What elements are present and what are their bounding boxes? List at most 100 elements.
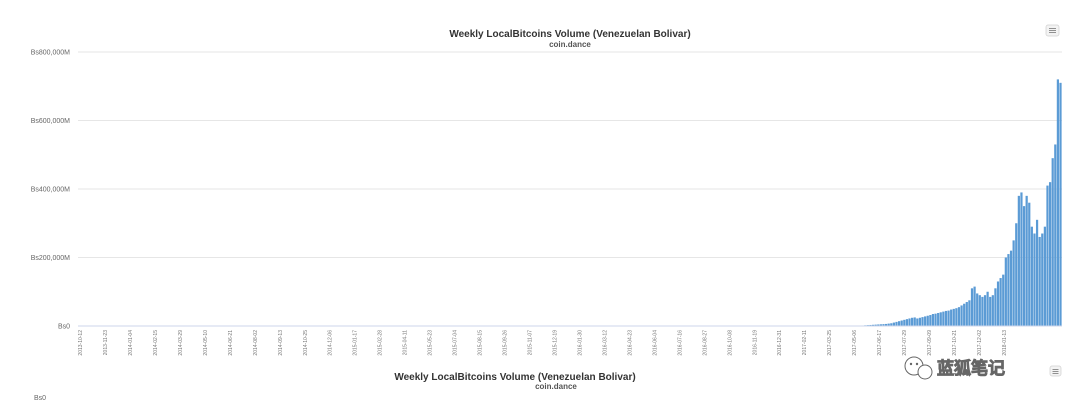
bar [978,295,981,326]
bar-series [858,79,1062,327]
bar [892,322,895,326]
bar [934,313,937,326]
bar [994,288,997,326]
bar [882,324,885,326]
watermark-text: 蓝狐笔记 [937,358,1005,379]
bar [952,308,955,327]
bar [898,321,901,326]
bar [1041,233,1044,326]
x-tick-label: 2014-08-02 [253,330,259,356]
grid-lines [78,51,1062,258]
y-axis-ticks: Bs0 Bs200,000M Bs400,000M Bs600,000M Bs800,0… [31,50,70,331]
lower-export-menu-button[interactable] [1049,365,1062,377]
bar [895,321,898,326]
x-tick-label: 2013-10-12 [78,330,84,356]
bar [999,278,1002,326]
bar [900,320,903,326]
bar [996,281,1000,326]
wechat-icon [904,356,933,380]
bar [986,291,989,326]
chart-subtitle: coin.dance [549,40,591,49]
lower-chart-y-tick: Bs0 [34,395,46,402]
bar [887,323,890,326]
bar [1012,240,1015,327]
x-tick-label: 2016-07-16 [677,330,683,356]
bar [918,317,922,326]
bar [991,295,994,326]
bar [1028,202,1031,326]
y-tick-label: Bs200,000M [31,255,70,262]
x-tick-label: 2015-04-11 [403,330,409,355]
bar [913,317,916,326]
bar [869,324,872,326]
bar [1054,144,1057,326]
x-tick-label: 2015-12-19 [553,330,559,356]
bar [1038,236,1041,326]
x-tick-label: 2016-01-30 [578,330,584,356]
x-tick-label: 2015-09-26 [503,330,509,356]
x-tick-label: 2014-09-13 [278,330,284,356]
hamburger-menu-icon [1049,28,1056,33]
x-tick-label: 2016-12-31 [777,330,783,356]
bar [1035,219,1039,326]
x-tick-label: 2015-01-17 [353,330,359,356]
bar [905,319,909,326]
bar [1025,195,1028,326]
x-tick-label: 2015-02-28 [378,330,384,356]
bar [903,319,906,326]
x-tick-label: 2016-04-23 [627,330,633,356]
x-tick-label: 2014-05-10 [203,330,209,356]
chart-title: Weekly LocalBitcoins Volume (Venezuelan … [449,29,690,40]
bar [924,316,927,326]
bar [944,310,948,326]
bar [929,315,932,326]
bar [926,315,929,326]
bar [957,307,961,326]
bar [1020,192,1023,326]
bar [976,293,979,326]
bar [942,311,945,326]
bar [939,312,942,326]
bar [960,305,963,326]
y-tick-label: Bs800,000M [31,50,70,57]
bar [955,308,958,326]
x-axis-ticks: 2013-10-12 2013-11-23 2014-01-04 2014-02-15… [78,330,1008,356]
bar [1033,233,1036,326]
x-tick-label: 2014-02-15 [153,330,159,356]
x-tick-label: 2017-12-02 [977,330,983,356]
x-tick-label: 2014-01-04 [128,330,134,356]
bar [1009,250,1013,326]
bar [983,295,987,326]
export-menu-button[interactable] [1045,24,1060,37]
bar [1056,79,1059,327]
x-tick-label: 2016-03-12 [602,330,608,356]
bar [989,296,992,326]
bar [1046,185,1049,326]
bar [947,310,950,326]
lower-chart: Weekly LocalBitcoins Volume (Venezuelan … [34,365,1062,402]
lower-hamburger-menu-icon [1052,369,1059,374]
bar [1043,226,1046,326]
x-tick-label: 2014-03-29 [178,330,184,356]
bar [950,309,953,326]
bar [911,317,914,326]
bar [1030,226,1033,326]
bar [937,312,940,326]
x-tick-label: 2017-03-25 [827,330,833,356]
x-tick-label: 2015-08-15 [478,330,484,356]
x-tick-label: 2018-01-13 [1002,330,1008,356]
bar [981,296,984,326]
x-tick-label: 2016-08-27 [702,330,708,356]
bar [1007,254,1010,326]
bar [890,323,893,326]
x-tick-label: 2017-07-29 [902,330,908,356]
y-tick-label: Bs400,000M [31,187,70,194]
bar [1004,257,1007,326]
bar [874,324,877,326]
x-tick-label: 2015-07-04 [453,330,459,356]
x-tick-label: 2014-12-06 [328,330,334,356]
x-tick-label: 2016-11-19 [752,330,758,355]
bar [963,303,966,326]
x-tick-label: 2017-09-09 [927,330,933,356]
